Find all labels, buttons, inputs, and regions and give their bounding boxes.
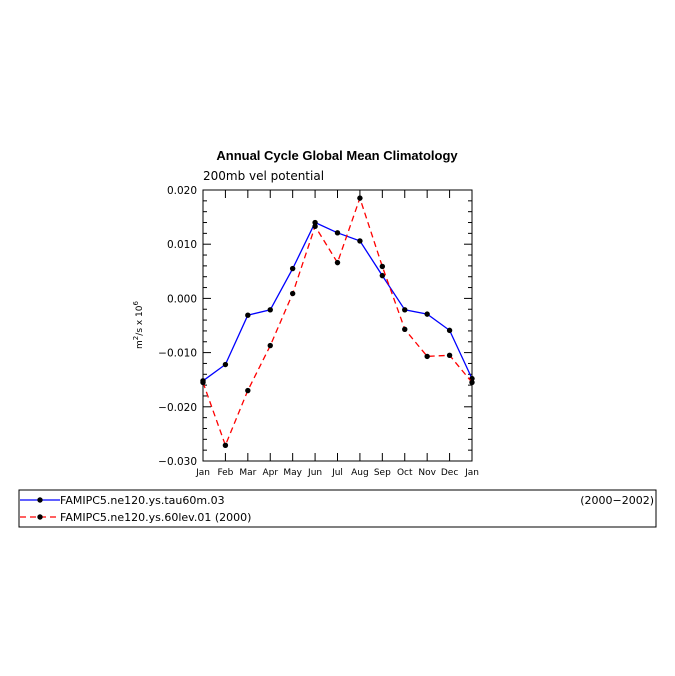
data-point	[267, 342, 273, 349]
y-tick-label: −0.020	[158, 402, 197, 414]
data-point	[245, 387, 251, 394]
x-tick-label: Jan	[195, 468, 210, 478]
series-layer	[200, 195, 475, 448]
series-line-1	[202, 221, 473, 382]
data-point	[312, 223, 318, 230]
data-point	[379, 272, 386, 279]
data-point	[222, 361, 229, 368]
x-tick-label: Nov	[418, 468, 436, 478]
data-point	[245, 312, 251, 318]
data-point	[222, 442, 229, 448]
legend-label-1: FAMIPC5.ne120.ys.tau60m.03	[60, 494, 225, 507]
data-point	[446, 327, 453, 334]
data-point	[402, 326, 408, 332]
data-point	[379, 263, 386, 270]
data-point	[334, 230, 341, 236]
data-point	[267, 307, 273, 313]
x-tick-label: Dec	[441, 468, 458, 478]
legend: FAMIPC5.ne120.ys.tau60m.03 (2000−2002) FAM…	[20, 494, 654, 524]
legend-marker-1	[37, 497, 43, 503]
x-axis: Jan Feb Mar Apr May Jun Jul Aug Sep Oct Nov Dec Jan	[195, 190, 479, 478]
data-point	[402, 307, 408, 313]
x-tick-label: Aug	[351, 468, 369, 478]
x-tick-label: Mar	[239, 468, 256, 478]
data-point	[312, 219, 318, 226]
data-point	[357, 195, 363, 201]
data-point	[200, 379, 206, 386]
data-point	[424, 353, 430, 360]
x-tick-label: Oct	[397, 468, 413, 478]
x-tick-label: Apr	[262, 468, 278, 478]
x-tick-label: May	[283, 468, 302, 478]
y-tick-label: 0.000	[167, 293, 197, 305]
data-point	[289, 265, 296, 272]
x-tick-label: Jul	[331, 468, 343, 478]
y-tick-label: 0.010	[167, 239, 197, 251]
data-point	[357, 238, 363, 244]
chart-title: Annual Cycle Global Mean Climatology	[216, 148, 458, 163]
legend-marker-2	[37, 514, 43, 520]
x-tick-label: Jun	[307, 468, 322, 478]
x-tick-label: Sep	[374, 468, 391, 478]
y-axis: −0.030 −0.020 −0.010 0.000 0.010 0.020	[158, 185, 472, 468]
y-tick-label: 0.020	[167, 185, 197, 197]
y-tick-label: −0.010	[158, 348, 197, 360]
legend-label-2: FAMIPC5.ne120.ys.60lev.01 (2000)	[60, 511, 251, 524]
x-tick-label: Jan	[464, 468, 479, 478]
data-point	[334, 259, 341, 266]
chart-subtitle: 200mb vel potential	[203, 169, 324, 183]
legend-box	[18, 489, 657, 528]
data-point	[289, 290, 296, 297]
data-point	[469, 379, 475, 386]
data-point	[424, 311, 430, 317]
data-point	[446, 352, 453, 359]
x-tick-label: Feb	[217, 468, 233, 478]
y-axis-label: m2/s x 106	[132, 300, 145, 348]
y-tick-label: −0.030	[158, 456, 197, 468]
legend-period-1: (2000−2002)	[580, 494, 654, 507]
